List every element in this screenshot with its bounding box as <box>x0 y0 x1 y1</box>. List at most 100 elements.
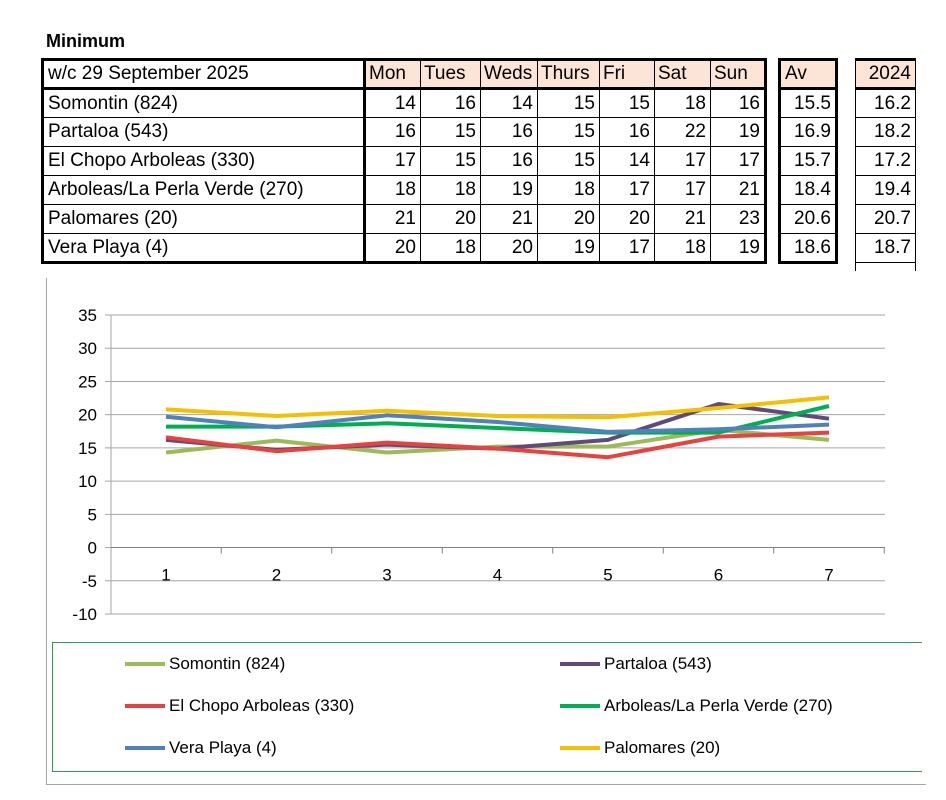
day-header-thurs: Thurs <box>537 58 600 90</box>
average-column: Av 15.5 16.9 15.7 18.4 20.6 18.6 <box>778 58 838 264</box>
x-tick-label: 6 <box>714 566 723 585</box>
value-cell: 14 <box>364 88 421 118</box>
y-tick-label: -10 <box>72 605 97 624</box>
y-tick-label: 20 <box>78 406 97 425</box>
value-cell: 17 <box>654 146 711 176</box>
legend-swatch <box>560 662 600 666</box>
x-tick-label: 4 <box>493 566 502 585</box>
previous-year-spill <box>855 262 916 271</box>
day-header-sat: Sat <box>654 58 711 90</box>
day-header-weds: Weds <box>480 58 538 90</box>
value-cell: 20 <box>364 233 421 264</box>
legend-entry: Partaloa (543) <box>560 654 712 674</box>
previous-year-header: 2024 <box>855 58 916 90</box>
legend-swatch <box>125 746 165 750</box>
legend-label: Somontin (824) <box>169 654 286 673</box>
table-header-row: w/c 29 September 2025 Mon Tues Weds Thur… <box>41 58 767 90</box>
legend-entry: Vera Playa (4) <box>125 738 277 758</box>
value-cell: 18 <box>654 233 711 264</box>
y-tick-label: 35 <box>78 306 97 325</box>
chart-legend <box>52 642 922 772</box>
day-header-fri: Fri <box>599 58 655 90</box>
legend-label: Partaloa (543) <box>604 654 712 673</box>
legend-label: El Chopo Arboleas (330) <box>169 696 355 715</box>
station-name: Vera Playa (4) <box>41 233 366 264</box>
week-label: w/c 29 September 2025 <box>41 58 366 90</box>
x-tick-label: 5 <box>603 566 612 585</box>
average-cell: 18.4 <box>778 175 838 205</box>
value-cell: 18 <box>654 88 711 118</box>
y-tick-label: 30 <box>78 339 97 358</box>
average-header: Av <box>778 58 838 90</box>
y-tick-label: -5 <box>82 572 97 591</box>
value-cell: 17 <box>364 146 421 176</box>
y-tick-label: 10 <box>78 472 97 491</box>
value-cell: 15 <box>599 88 655 118</box>
average-cell: 18.6 <box>778 233 838 264</box>
legend-label: Palomares (20) <box>604 738 721 757</box>
legend-entry: Palomares (20) <box>560 738 720 758</box>
x-tick-label: 1 <box>161 566 170 585</box>
table-row: Vera Playa (4) 20 18 20 19 17 18 19 <box>41 233 767 264</box>
legend-label: Vera Playa (4) <box>169 738 277 757</box>
previous-year-cell: 16.2 <box>855 88 916 118</box>
day-header-tues: Tues <box>420 58 481 90</box>
series-line <box>165 430 830 460</box>
x-tick-label: 2 <box>272 566 281 585</box>
table-row: Palomares (20) 21 20 21 20 20 21 23 <box>41 204 767 234</box>
y-tick-label: 15 <box>78 439 97 458</box>
series-line <box>165 413 830 434</box>
legend-entry: El Chopo Arboleas (330) <box>125 696 354 716</box>
value-cell: 17 <box>599 175 655 205</box>
legend-entry: Somontin (824) <box>125 654 285 674</box>
previous-year-cell: 18.7 <box>855 233 916 263</box>
x-tick-label: 7 <box>824 566 833 585</box>
y-tick-label: 5 <box>88 505 97 524</box>
minimum-temperature-table: w/c 29 September 2025 Mon Tues Weds Thur… <box>41 58 767 264</box>
value-cell: 20 <box>480 233 538 264</box>
station-name: Palomares (20) <box>41 204 366 234</box>
value-cell: 17 <box>599 233 655 264</box>
value-cell: 17 <box>710 146 767 176</box>
value-cell: 16 <box>480 117 538 147</box>
average-cell: 20.6 <box>778 204 838 234</box>
previous-year-cell: 19.4 <box>855 175 916 205</box>
day-header-sun: Sun <box>710 58 767 90</box>
table-row: Arboleas/La Perla Verde (270) 18 18 19 1… <box>41 175 767 205</box>
value-cell: 19 <box>537 233 600 264</box>
legend-swatch <box>560 746 600 750</box>
previous-year-cell: 20.7 <box>855 204 916 234</box>
value-cell: 16 <box>599 117 655 147</box>
value-cell: 14 <box>480 88 538 118</box>
station-name: El Chopo Arboleas (330) <box>41 146 366 176</box>
value-cell: 18 <box>420 233 481 264</box>
station-name: Somontin (824) <box>41 88 366 118</box>
value-cell: 19 <box>710 233 767 264</box>
y-tick-label: 25 <box>78 372 97 391</box>
value-cell: 22 <box>654 117 711 147</box>
previous-year-cell: 17.2 <box>855 146 916 176</box>
value-cell: 16 <box>364 117 421 147</box>
value-cell: 19 <box>480 175 538 205</box>
average-cell: 16.9 <box>778 117 838 147</box>
chart-frame <box>46 278 926 785</box>
series-line <box>165 395 830 420</box>
previous-year-column: 2024 16.2 18.2 17.2 19.4 20.7 18.7 <box>855 58 916 271</box>
value-cell: 21 <box>710 175 767 205</box>
value-cell: 18 <box>364 175 421 205</box>
value-cell: 21 <box>364 204 421 234</box>
legend-swatch <box>560 704 600 708</box>
legend-label: Arboleas/La Perla Verde (270) <box>604 696 833 715</box>
value-cell: 15 <box>420 146 481 176</box>
value-cell: 18 <box>537 175 600 205</box>
previous-year-cell: 18.2 <box>855 117 916 147</box>
average-cell: 15.7 <box>778 146 838 176</box>
legend-swatch <box>125 704 165 708</box>
legend-swatch <box>125 662 165 666</box>
y-tick-label: 0 <box>88 539 97 558</box>
sheet-title: Minimum <box>46 31 125 51</box>
x-tick-label: 3 <box>382 566 391 585</box>
legend-entry: Arboleas/La Perla Verde (270) <box>560 696 833 716</box>
value-cell: 20 <box>420 204 481 234</box>
